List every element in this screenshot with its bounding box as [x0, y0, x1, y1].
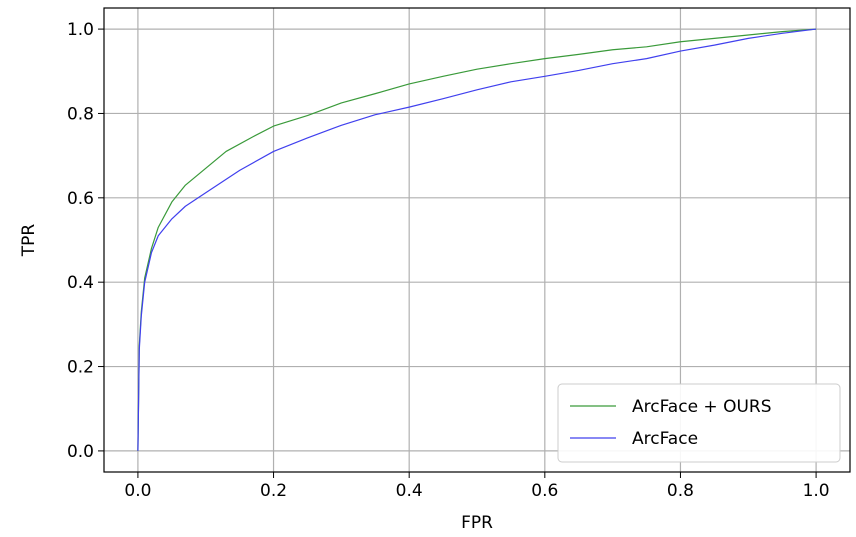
series-line-1	[137, 28, 817, 451]
series-lines	[137, 28, 817, 451]
y-tick-label: 0.6	[67, 189, 94, 209]
x-axis-label: FPR	[461, 513, 493, 533]
y-tick-label: 1.0	[67, 20, 94, 40]
x-tick-label: 0.0	[124, 481, 151, 501]
x-tick-label: 0.6	[531, 481, 558, 501]
plot-frame	[103, 7, 851, 473]
grid-lines	[104, 8, 850, 472]
x-tick-label: 1.0	[803, 481, 830, 501]
x-tick-label: 0.8	[667, 481, 694, 501]
y-tick-label: 0.2	[67, 358, 94, 378]
x-tick-label: 0.2	[260, 481, 287, 501]
y-axis-label: TPR	[19, 224, 39, 258]
ticks: 0.0 0.2 0.4 0.6 0.8 1.0 0.0 0.2 0.4 0.6 0.8 1.0	[67, 20, 830, 501]
y-tick-label: 0.0	[67, 442, 94, 462]
x-tick-label: 0.4	[396, 481, 423, 501]
series-line-0	[137, 28, 817, 451]
legend: ArcFace + OURS ArcFace	[557, 383, 841, 463]
y-tick-label: 0.4	[67, 273, 94, 293]
legend-label-arcface-ours: ArcFace + OURS	[632, 397, 772, 417]
legend-box	[557, 383, 841, 463]
y-tick-label: 0.8	[67, 104, 94, 124]
legend-label-arcface: ArcFace	[632, 429, 698, 449]
